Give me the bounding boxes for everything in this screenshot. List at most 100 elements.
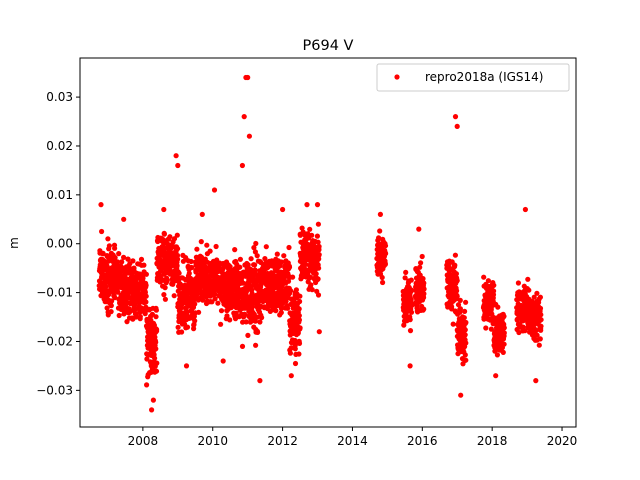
data-point [416,226,422,232]
data-point [316,243,322,250]
data-point [106,291,112,298]
data-point [257,319,263,325]
data-points [96,74,544,413]
data-point [263,244,269,250]
x-axis: 2008 2010 2012 2014 2016 2018 2020 [128,427,577,448]
data-point [143,299,149,305]
data-point [141,262,147,268]
data-point [463,340,469,346]
data-point [112,295,118,301]
data-point [137,314,143,320]
data-point [454,123,460,129]
data-point [462,332,468,338]
data-point [296,317,302,323]
data-point [243,319,249,325]
data-point [293,287,299,293]
data-point [316,329,322,335]
data-point [273,308,279,314]
data-point [285,305,291,311]
data-point [297,325,303,331]
data-point [296,313,302,319]
data-point [249,291,255,297]
data-point [462,308,468,314]
plot-frame [79,57,577,428]
data-point [463,319,469,326]
data-point [296,351,302,357]
data-point [525,276,531,282]
data-point [304,202,310,208]
data-point [421,286,427,292]
data-point [184,324,191,330]
data-point [383,250,389,257]
data-point [176,270,182,276]
data-point [516,329,522,336]
data-point [255,329,261,335]
data-point [154,360,160,366]
data-point [262,256,268,262]
data-point [174,263,180,269]
data-point [522,328,528,334]
data-point [200,297,206,303]
data-point [252,262,258,268]
data-point [171,236,178,242]
data-point [153,368,160,374]
data-point [175,324,181,330]
data-point [174,232,180,238]
data-point [534,332,540,338]
data-point [315,221,321,227]
data-point [407,363,413,369]
data-point [224,313,230,319]
data-point [112,255,118,261]
data-point [170,281,176,287]
data-point [288,345,294,351]
data-point [254,253,260,259]
data-point [501,325,507,331]
data-point [538,312,544,318]
data-point [232,247,238,253]
data-point [421,306,427,312]
data-point [462,327,468,333]
data-point [309,287,315,293]
data-point [192,318,198,324]
legend-label: repro2018a (IGS14) [425,70,543,84]
data-point [215,300,221,306]
data-point [494,352,500,358]
data-point [421,291,427,297]
data-point [153,314,159,320]
data-point [237,264,243,270]
data-point [154,326,160,333]
data-point [98,202,104,208]
data-point [419,253,425,260]
data-point [241,114,247,120]
data-point [161,206,167,213]
data-point [288,373,294,379]
data-point [376,235,382,241]
data-point [253,240,259,247]
data-point [316,252,322,258]
data-point [196,309,202,315]
data-point [501,330,507,336]
data-point [161,231,167,237]
data-point [245,74,251,81]
data-point [303,261,309,267]
data-point [420,276,426,282]
data-point [183,363,190,369]
data-point [533,327,540,333]
data-point [485,278,491,284]
x-tick-label: 2012 [267,434,298,448]
data-point [382,243,389,249]
y-tick-label: 0.01 [46,188,73,202]
data-point [495,304,501,310]
data-point [189,264,195,271]
data-point [278,310,284,316]
data-point [162,285,168,291]
data-point [461,315,467,321]
data-point [257,378,263,384]
data-point [248,256,254,262]
data-point [194,246,200,252]
data-point [421,280,427,286]
data-point [314,202,321,208]
data-point [380,279,386,286]
data-point [537,294,544,300]
data-point [116,251,122,257]
